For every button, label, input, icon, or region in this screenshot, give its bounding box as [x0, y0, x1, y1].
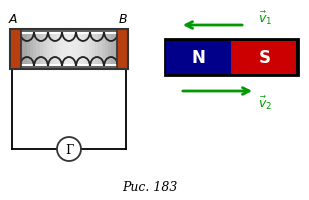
Bar	[98, 35, 102, 65]
Bar	[231, 41, 297, 74]
Text: Г: Г	[65, 144, 73, 157]
Text: $\vec{v}_1$: $\vec{v}_1$	[258, 9, 272, 27]
Bar	[53, 35, 57, 65]
Bar	[56, 35, 60, 65]
Bar	[27, 35, 30, 65]
Bar	[59, 35, 63, 65]
Bar	[62, 35, 66, 65]
Bar	[72, 35, 76, 65]
Circle shape	[57, 137, 81, 161]
Text: B: B	[119, 13, 127, 26]
Bar	[75, 35, 79, 65]
Bar	[66, 35, 70, 65]
Bar	[112, 35, 115, 65]
Bar	[20, 35, 24, 65]
Text: N: N	[191, 49, 205, 67]
Bar	[33, 35, 37, 65]
Bar	[95, 35, 99, 65]
Bar	[46, 35, 50, 65]
Bar	[43, 35, 47, 65]
Bar	[49, 35, 53, 65]
Bar	[20, 32, 118, 68]
Text: Рис. 183: Рис. 183	[122, 181, 178, 194]
Text: A: A	[9, 13, 17, 26]
Bar	[10, 30, 21, 70]
Bar	[10, 30, 128, 70]
Bar	[82, 35, 86, 65]
Bar	[105, 35, 109, 65]
Bar	[79, 35, 83, 65]
Bar	[165, 40, 298, 76]
Bar	[30, 35, 34, 65]
Bar	[92, 35, 95, 65]
Bar	[40, 35, 43, 65]
Text: S: S	[259, 49, 271, 67]
Bar	[102, 35, 105, 65]
Bar	[36, 35, 40, 65]
Bar	[89, 35, 92, 65]
Bar	[117, 30, 128, 70]
Text: $\vec{v}_2$: $\vec{v}_2$	[258, 94, 272, 111]
Bar	[115, 35, 118, 65]
Bar	[69, 35, 73, 65]
Bar	[85, 35, 89, 65]
Bar	[108, 35, 112, 65]
Bar	[167, 41, 231, 74]
Bar	[23, 35, 27, 65]
